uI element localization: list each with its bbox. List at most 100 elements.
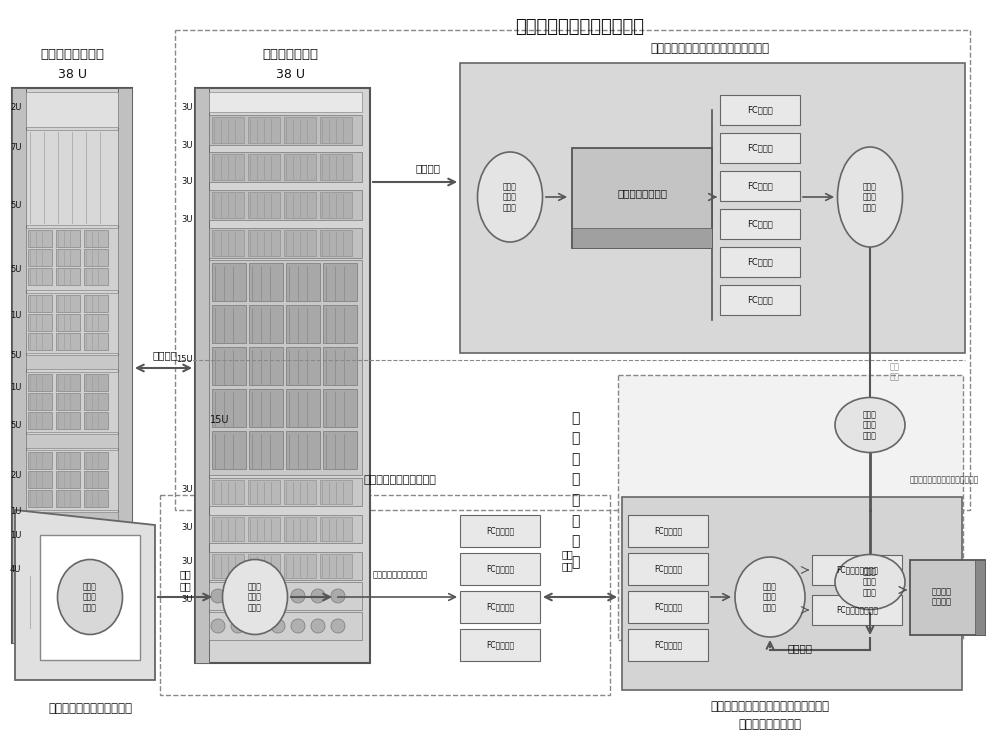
Bar xyxy=(720,209,800,239)
Bar xyxy=(320,192,352,218)
Bar xyxy=(209,190,362,220)
Bar xyxy=(572,148,712,248)
Bar xyxy=(248,554,280,578)
Text: 1U: 1U xyxy=(10,383,21,392)
Ellipse shape xyxy=(478,152,542,242)
Bar xyxy=(209,228,362,258)
Bar xyxy=(28,314,52,331)
Bar xyxy=(628,553,708,585)
Bar xyxy=(248,480,280,504)
Bar xyxy=(26,558,118,572)
Bar xyxy=(28,471,52,488)
Text: 分线柜雷达光端机控制设备: 分线柜雷达光端机控制设备 xyxy=(516,18,644,36)
Bar xyxy=(812,555,902,585)
Circle shape xyxy=(291,589,305,603)
Bar xyxy=(56,314,80,331)
Bar xyxy=(28,452,52,469)
Bar xyxy=(460,515,540,547)
Bar xyxy=(56,393,80,410)
Bar xyxy=(84,452,108,469)
Bar xyxy=(84,393,108,410)
Bar xyxy=(56,412,80,429)
Bar xyxy=(26,228,118,290)
Bar xyxy=(720,285,800,315)
Bar xyxy=(460,591,540,623)
Text: 3U: 3U xyxy=(182,140,193,149)
Bar xyxy=(323,305,357,343)
Text: FC光纤插头: FC光纤插头 xyxy=(486,565,514,574)
Text: 主备双路的铠装多模光纤: 主备双路的铠装多模光纤 xyxy=(372,571,428,580)
Bar xyxy=(56,490,80,507)
Bar xyxy=(209,115,362,145)
Text: 双路光
纤连接
器插座: 双路光 纤连接 器插座 xyxy=(503,182,517,212)
Bar xyxy=(248,117,280,143)
Bar xyxy=(212,480,244,504)
Bar xyxy=(195,88,370,663)
Bar xyxy=(28,230,52,247)
Bar xyxy=(84,490,108,507)
Bar xyxy=(975,560,985,635)
Bar xyxy=(212,347,246,385)
Bar xyxy=(460,553,540,585)
Text: 3U: 3U xyxy=(182,595,193,604)
Bar xyxy=(12,88,26,643)
Bar xyxy=(248,230,280,256)
Bar xyxy=(286,263,320,301)
Bar xyxy=(460,629,540,661)
Bar xyxy=(284,554,316,578)
Bar xyxy=(26,355,118,369)
Bar xyxy=(284,517,316,541)
Bar xyxy=(320,230,352,256)
Bar xyxy=(618,375,963,640)
Text: FC连接器: FC连接器 xyxy=(747,143,773,152)
Bar xyxy=(248,192,280,218)
Text: 光纤
连接: 光纤 连接 xyxy=(561,549,573,571)
Text: 主备双路驼峰测速雷达信号传输光端机: 主备双路驼峰测速雷达信号传输光端机 xyxy=(650,42,770,55)
Circle shape xyxy=(251,589,265,603)
Bar xyxy=(320,554,352,578)
Bar xyxy=(286,305,320,343)
Text: （雷达光纤适配器）: （雷达光纤适配器） xyxy=(738,718,802,731)
Text: 光电转换
通信模块: 光电转换 通信模块 xyxy=(932,587,952,607)
Text: 2U: 2U xyxy=(10,471,21,480)
Text: 1U: 1U xyxy=(10,530,21,539)
Bar xyxy=(286,389,320,427)
Bar xyxy=(56,295,80,312)
Ellipse shape xyxy=(58,560,122,634)
Circle shape xyxy=(211,619,225,633)
Bar xyxy=(910,560,985,635)
Bar xyxy=(212,431,246,469)
Bar xyxy=(84,471,108,488)
Bar xyxy=(26,130,118,225)
Text: 防雷电源箱内雷达信号传输检测记录器: 防雷电源箱内雷达信号传输检测记录器 xyxy=(710,699,830,713)
Bar xyxy=(628,515,708,547)
Bar xyxy=(320,154,352,180)
Text: 光纤连接: 光纤连接 xyxy=(788,643,812,653)
Bar xyxy=(84,412,108,429)
Bar xyxy=(720,171,800,201)
Text: 双路光
纤连接
器插座: 双路光 纤连接 器插座 xyxy=(863,182,877,212)
Text: FC光纤插头: FC光纤插头 xyxy=(486,527,514,536)
Bar xyxy=(249,305,283,343)
Bar xyxy=(323,347,357,385)
Bar xyxy=(209,612,362,640)
Bar xyxy=(56,249,80,266)
Bar xyxy=(56,230,80,247)
Text: 双路光
纤连接
器插座: 双路光 纤连接 器插座 xyxy=(248,582,262,612)
Circle shape xyxy=(331,589,345,603)
Bar xyxy=(209,515,362,543)
Bar xyxy=(323,389,357,427)
Bar xyxy=(84,230,108,247)
Bar xyxy=(209,260,362,475)
Bar xyxy=(84,295,108,312)
Bar xyxy=(812,595,902,625)
Bar xyxy=(212,154,244,180)
Text: 3U: 3U xyxy=(182,522,193,532)
Bar xyxy=(26,372,118,432)
Bar xyxy=(28,333,52,350)
Bar xyxy=(460,63,965,353)
Circle shape xyxy=(271,589,285,603)
Bar xyxy=(249,263,283,301)
Bar xyxy=(323,431,357,469)
Ellipse shape xyxy=(735,557,805,637)
